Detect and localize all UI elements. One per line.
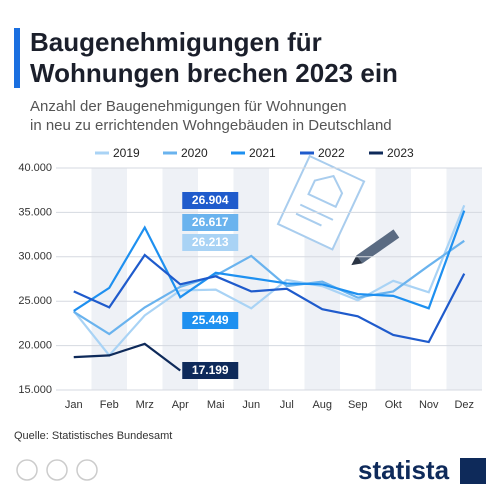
x-tick-label: Mai [207,399,225,411]
x-tick-label: Feb [100,399,119,411]
series-line [73,210,466,312]
y-tick-label: 30.000 [18,251,52,263]
x-tick-label: Dez [454,399,474,411]
x-tick-label: Apr [172,399,189,411]
column-band [375,168,411,390]
chart-title: Wohnungen brechen 2023 ein [30,58,398,88]
y-tick-label: 25.000 [18,295,52,307]
subtitle: Anzahl der Baugenehmigungen für Wohnunge… [30,98,347,115]
column-band [91,168,127,390]
x-tick-label: Nov [419,399,439,411]
series-line [73,239,465,336]
series-line [72,204,466,358]
y-tick-label: 15.000 [18,384,52,396]
legend-label: 2020 [181,146,208,160]
x-tick-label: Jul [280,399,294,411]
pencil [351,229,400,266]
series-line [73,342,181,372]
data-label: 26.213 [192,235,229,249]
data-label: 26.617 [192,215,229,229]
illustration [276,154,366,251]
x-tick-label: Jan [65,399,83,411]
license-icons [16,459,98,481]
data-label: 26.904 [192,193,229,207]
legend-label: 2023 [387,146,414,160]
y-tick-label: 35.000 [18,206,52,218]
column-band [446,168,482,390]
label-box [182,312,239,329]
source: Quelle: Statistisches Bundesamt [14,430,172,442]
y-tick-label: 20.000 [18,340,52,352]
brand: statista [358,455,450,485]
label-box [182,362,239,379]
label-box [182,234,239,251]
label-box [182,214,239,231]
x-tick-label: Jun [242,399,260,411]
chart-title: Baugenehmigungen für [30,27,322,57]
x-tick-label: Mrz [136,399,154,411]
series-line [73,253,466,344]
data-label: 25.449 [192,313,229,327]
x-tick-label: Sep [348,399,368,411]
subtitle: in neu zu errichtenden Wohngebäuden in D… [30,117,392,134]
x-tick-label: Okt [385,399,402,411]
data-label: 17.199 [192,363,229,377]
brand-logo [460,458,486,484]
title-accent [14,28,20,88]
label-box [182,192,239,209]
legend-label: 2022 [318,146,345,160]
x-tick-label: Aug [312,399,332,411]
legend-label: 2019 [113,146,140,160]
legend-label: 2021 [249,146,276,160]
y-tick-label: 40.000 [18,162,52,174]
